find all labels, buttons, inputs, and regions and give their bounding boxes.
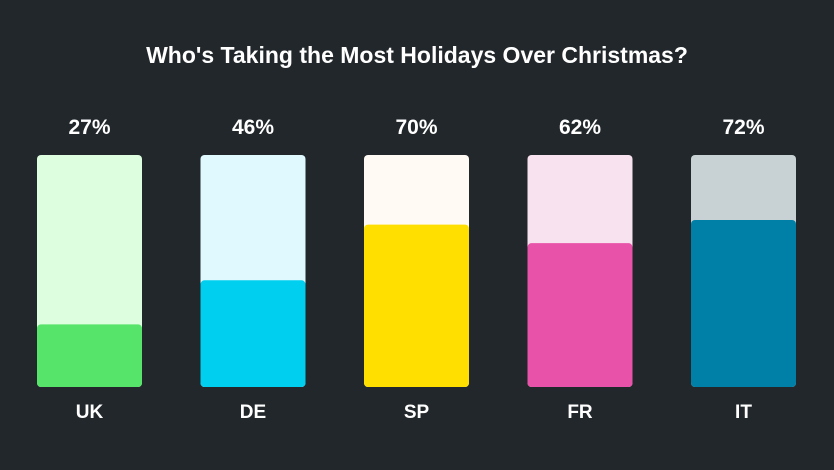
data-label-de: 46% (232, 116, 274, 139)
bar-it (691, 219, 796, 387)
data-label-it: 72% (722, 116, 764, 139)
bar-de (200, 280, 306, 387)
data-label-fr: 62% (559, 116, 601, 139)
tick-label-sp: SP (404, 402, 430, 423)
tick-label-de: DE (240, 402, 266, 423)
tick-label-fr: FR (567, 402, 593, 423)
bar-fr (527, 243, 633, 387)
tick-label-it: IT (735, 402, 752, 423)
data-label-sp: 70% (395, 116, 437, 139)
bar-uk (37, 324, 142, 387)
data-label-uk: 27% (68, 116, 110, 139)
chart-title: Who's Taking the Most Holidays Over Chri… (146, 42, 688, 68)
bar-sp (364, 224, 469, 387)
tick-label-uk: UK (76, 402, 104, 423)
